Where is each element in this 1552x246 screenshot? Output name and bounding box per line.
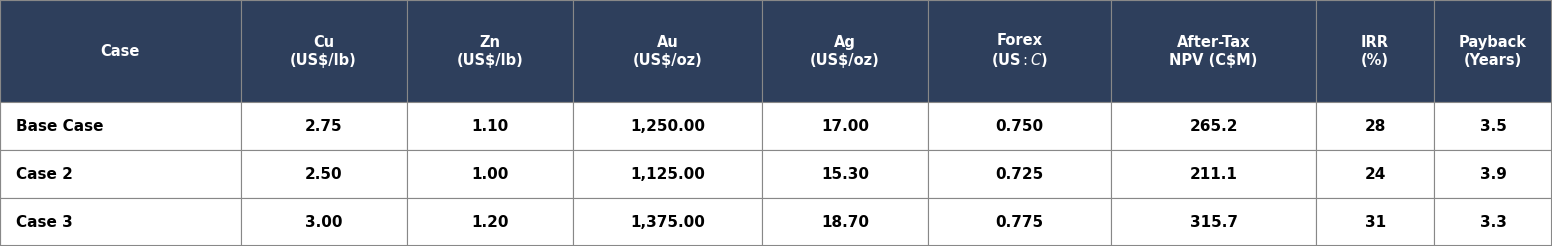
Text: 1.00: 1.00 bbox=[470, 167, 509, 182]
Text: 1.20: 1.20 bbox=[470, 215, 509, 230]
Bar bbox=[1434, 102, 1552, 150]
Bar bbox=[407, 102, 573, 150]
Bar bbox=[1316, 198, 1434, 246]
Text: Base Case: Base Case bbox=[16, 119, 102, 134]
Bar bbox=[241, 198, 407, 246]
Bar bbox=[573, 102, 762, 150]
Bar bbox=[241, 0, 407, 102]
Bar bbox=[407, 150, 573, 198]
Bar bbox=[241, 150, 407, 198]
Text: Case: Case bbox=[101, 44, 140, 59]
Text: Payback
(Years): Payback (Years) bbox=[1459, 34, 1527, 68]
Text: 24: 24 bbox=[1364, 167, 1386, 182]
Bar bbox=[573, 150, 762, 198]
Text: Ag
(US$/oz): Ag (US$/oz) bbox=[810, 34, 880, 68]
Bar bbox=[1111, 198, 1316, 246]
Text: 3.00: 3.00 bbox=[304, 215, 343, 230]
Bar bbox=[1434, 150, 1552, 198]
Text: 3.3: 3.3 bbox=[1479, 215, 1507, 230]
Bar bbox=[407, 198, 573, 246]
Bar bbox=[1111, 0, 1316, 102]
Text: After-Tax
NPV (C$M): After-Tax NPV (C$M) bbox=[1170, 34, 1257, 68]
Bar bbox=[573, 0, 762, 102]
Bar bbox=[1111, 102, 1316, 150]
Text: 15.30: 15.30 bbox=[821, 167, 869, 182]
Bar bbox=[1111, 150, 1316, 198]
Text: 3.5: 3.5 bbox=[1479, 119, 1507, 134]
Bar bbox=[928, 198, 1111, 246]
Text: 211.1: 211.1 bbox=[1190, 167, 1237, 182]
Bar bbox=[407, 0, 573, 102]
Text: 28: 28 bbox=[1364, 119, 1386, 134]
Text: 3.9: 3.9 bbox=[1479, 167, 1507, 182]
Bar bbox=[573, 198, 762, 246]
Text: 31: 31 bbox=[1364, 215, 1386, 230]
Text: 1,125.00: 1,125.00 bbox=[630, 167, 705, 182]
Text: 315.7: 315.7 bbox=[1190, 215, 1237, 230]
Text: 2.75: 2.75 bbox=[304, 119, 343, 134]
Text: 265.2: 265.2 bbox=[1189, 119, 1238, 134]
Bar bbox=[1434, 0, 1552, 102]
Text: 1,250.00: 1,250.00 bbox=[630, 119, 705, 134]
Bar bbox=[1434, 198, 1552, 246]
Bar bbox=[1316, 0, 1434, 102]
Bar bbox=[0, 0, 241, 102]
Bar bbox=[762, 102, 928, 150]
Bar bbox=[762, 198, 928, 246]
Text: Case 2: Case 2 bbox=[16, 167, 73, 182]
Text: Au
(US$/oz): Au (US$/oz) bbox=[633, 34, 702, 68]
Text: 0.750: 0.750 bbox=[995, 119, 1044, 134]
Text: 18.70: 18.70 bbox=[821, 215, 869, 230]
Text: 1,375.00: 1,375.00 bbox=[630, 215, 705, 230]
Text: 0.775: 0.775 bbox=[995, 215, 1044, 230]
Bar bbox=[0, 198, 241, 246]
Bar bbox=[241, 102, 407, 150]
Bar bbox=[928, 150, 1111, 198]
Text: 1.10: 1.10 bbox=[470, 119, 509, 134]
Text: IRR
(%): IRR (%) bbox=[1361, 34, 1389, 68]
Bar bbox=[1316, 102, 1434, 150]
Bar bbox=[928, 0, 1111, 102]
Bar bbox=[762, 150, 928, 198]
Text: 0.725: 0.725 bbox=[995, 167, 1044, 182]
Bar bbox=[928, 102, 1111, 150]
Text: Forex
(US$:C$): Forex (US$:C$) bbox=[992, 33, 1048, 69]
Text: Case 3: Case 3 bbox=[16, 215, 73, 230]
Text: Zn
(US$/lb): Zn (US$/lb) bbox=[456, 34, 523, 68]
Text: 2.50: 2.50 bbox=[304, 167, 343, 182]
Text: Cu
(US$/lb): Cu (US$/lb) bbox=[290, 34, 357, 68]
Bar bbox=[762, 0, 928, 102]
Text: 17.00: 17.00 bbox=[821, 119, 869, 134]
Bar bbox=[0, 150, 241, 198]
Bar bbox=[1316, 150, 1434, 198]
Bar bbox=[0, 102, 241, 150]
